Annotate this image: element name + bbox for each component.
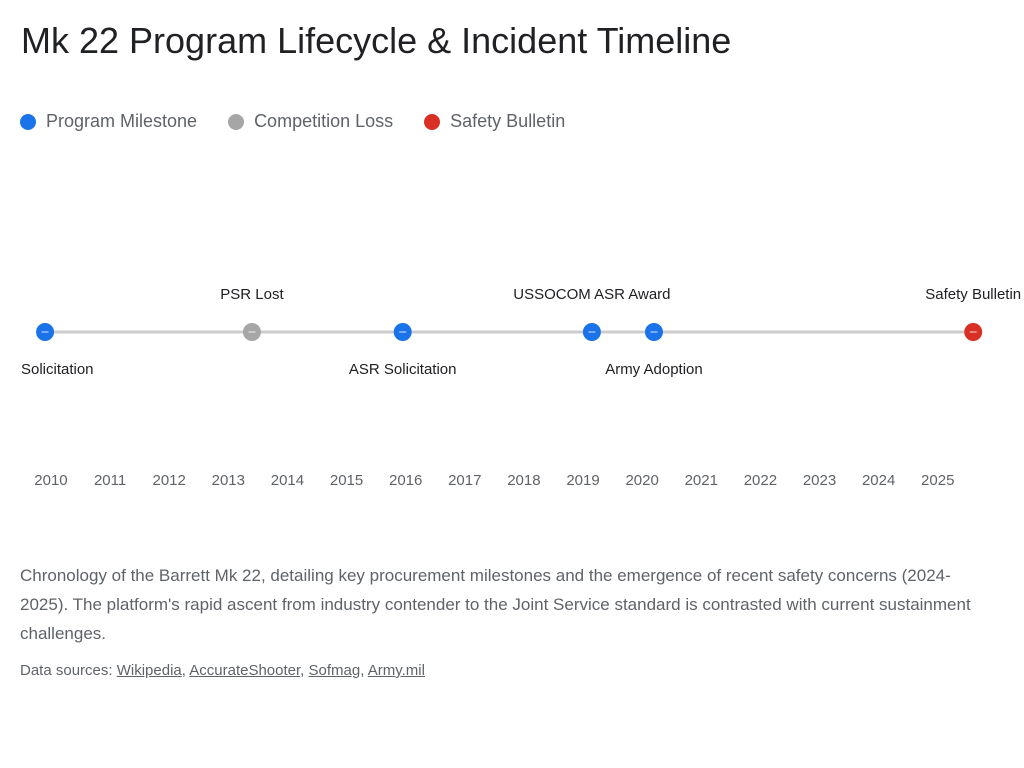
legend-item-competition-loss[interactable]: Competition Loss bbox=[228, 111, 393, 132]
legend-label: Program Milestone bbox=[46, 111, 198, 131]
timeline-chart: Solicitation PSR Lost ASR Solicitation USSO… bbox=[21, 286, 1021, 489]
year-tick-label: 2016 bbox=[389, 472, 422, 489]
sources-prefix: Data sources: bbox=[20, 662, 117, 679]
legend-label: Safety Bulletin bbox=[450, 111, 566, 131]
year-ticks: 2010 2011 2012 2013 2014 2015 2016 2017 2018 2019… bbox=[34, 472, 954, 489]
event-label-army-adoption: Army Adoption bbox=[605, 361, 703, 378]
legend-item-safety-bulletin[interactable]: Safety Bulletin bbox=[424, 111, 565, 132]
chart-description: Chronology of the Barrett Mk 22, detaili… bbox=[20, 566, 971, 643]
timeline-events: Solicitation PSR Lost ASR Solicitation USSO… bbox=[21, 286, 1021, 378]
year-tick-label: 2011 bbox=[94, 472, 126, 489]
year-tick-label: 2012 bbox=[153, 472, 186, 489]
year-tick-label: 2018 bbox=[507, 472, 540, 489]
data-sources: Data sources: Wikipedia, AccurateShooter… bbox=[20, 662, 425, 679]
legend-swatch-competition-loss bbox=[228, 113, 245, 130]
event-label-ussocom-asr-award: USSOCOM ASR Award bbox=[513, 286, 670, 303]
year-tick-label: 2024 bbox=[862, 472, 895, 489]
year-tick-label: 2019 bbox=[566, 472, 599, 489]
event-label-solicitation: Solicitation bbox=[21, 361, 94, 378]
year-tick-label: 2013 bbox=[212, 472, 245, 489]
chart-title: Mk 22 Program Lifecycle & Incident Timel… bbox=[21, 20, 732, 61]
legend-swatch-safety-bulletin bbox=[424, 113, 441, 130]
event-label-asr-solicitation: ASR Solicitation bbox=[349, 361, 457, 378]
year-tick-label: 2021 bbox=[685, 472, 718, 489]
event-label-safety-bulletin: Safety Bulletin bbox=[925, 286, 1021, 303]
legend-swatch-program-milestone bbox=[20, 113, 36, 130]
legend: Program Milestone Competition Loss Safet… bbox=[20, 111, 596, 132]
year-tick-label: 2025 bbox=[921, 472, 954, 489]
source-link-wikipedia[interactable]: Wikipedia bbox=[116, 662, 182, 679]
year-tick-label: 2015 bbox=[330, 472, 363, 489]
year-tick-label: 2023 bbox=[803, 472, 836, 489]
year-tick-label: 2010 bbox=[34, 472, 67, 489]
year-tick-label: 2022 bbox=[744, 472, 777, 489]
legend-item-program-milestone[interactable]: Program Milestone bbox=[20, 111, 197, 132]
year-tick-label: 2020 bbox=[625, 472, 658, 489]
legend-label: Competition Loss bbox=[254, 111, 394, 131]
year-tick-label: 2017 bbox=[448, 472, 481, 489]
source-link-accurateshooter[interactable]: AccurateShooter bbox=[189, 662, 301, 679]
year-tick-label: 2014 bbox=[271, 472, 304, 489]
source-link-army-mil[interactable]: Army.mil bbox=[367, 662, 425, 679]
event-label-psr-lost: PSR Lost bbox=[220, 286, 284, 303]
source-link-sofmag[interactable]: Sofmag bbox=[308, 662, 361, 679]
